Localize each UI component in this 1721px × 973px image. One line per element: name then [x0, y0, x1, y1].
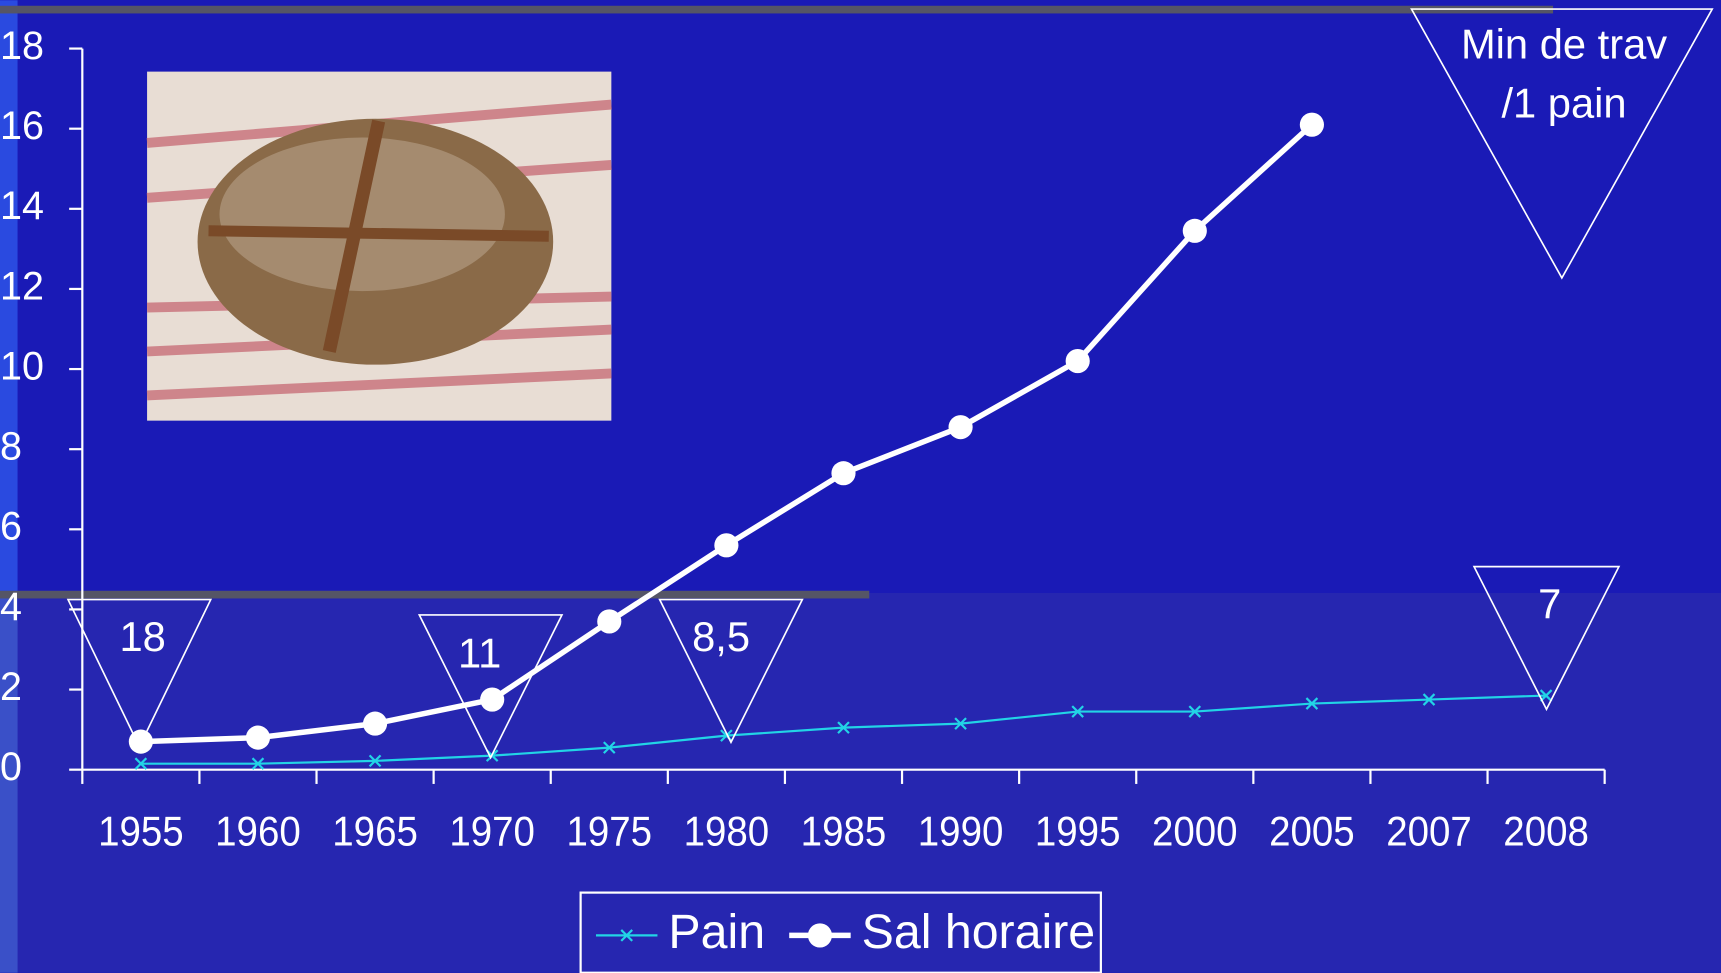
x-tick-label: 1955 — [98, 807, 184, 854]
legend-label: Sal horaire — [862, 905, 1095, 959]
y-tick-label: 18 — [0, 24, 44, 68]
point — [949, 415, 973, 439]
annotation-text: Min de trav — [1461, 20, 1667, 67]
x-tick-label: 1990 — [918, 807, 1004, 854]
point — [1300, 113, 1324, 137]
x-tick-label: 2005 — [1269, 807, 1355, 854]
annotation-text: 18 — [119, 613, 165, 660]
point — [363, 712, 387, 736]
point — [597, 609, 621, 633]
point — [1183, 219, 1207, 243]
chart: 0 2 4 6 8 10 12 14 16 18 1955 1960 1965 1970 1975 1980 1… — [0, 0, 1721, 973]
x-tick-label: 2007 — [1386, 807, 1472, 854]
y-tick-label: 6 — [0, 505, 22, 549]
point — [480, 687, 504, 711]
annotation-text: 11 — [458, 630, 501, 677]
x-tick-label: 1960 — [215, 807, 301, 854]
x-tick-label: 1980 — [684, 807, 770, 854]
y-tick-label: 12 — [0, 264, 44, 308]
y-tick-label: 2 — [0, 665, 22, 709]
y-tick-label: 10 — [0, 344, 44, 388]
x-tick-label: 1995 — [1035, 807, 1121, 854]
point — [831, 461, 855, 485]
y-tick-label: 8 — [0, 425, 22, 469]
decor-bar — [0, 591, 869, 599]
x-tick-label: 2008 — [1503, 807, 1589, 854]
x-tick-label: 1975 — [566, 807, 652, 854]
point — [714, 533, 738, 557]
legend-label: Pain — [668, 905, 765, 959]
y-tick-label: 16 — [0, 104, 44, 148]
x-tick-label: 1965 — [332, 807, 418, 854]
y-tick-label: 14 — [0, 184, 44, 228]
y-tick-label: 0 — [0, 745, 22, 789]
annotation-text: 7 — [1538, 580, 1561, 627]
bread-photo — [147, 72, 611, 421]
legend-marker — [808, 923, 832, 947]
point — [246, 726, 270, 750]
background-bottom — [0, 593, 1721, 973]
x-tick-label: 1970 — [449, 807, 535, 854]
point — [1066, 349, 1090, 373]
x-tick-label: 2000 — [1152, 807, 1238, 854]
decor-bar — [0, 6, 1553, 14]
x-tick-label: 1985 — [801, 807, 887, 854]
annotation-text: /1 pain — [1501, 80, 1626, 127]
annotation-text: 8,5 — [692, 613, 750, 660]
y-tick-label: 4 — [0, 585, 22, 629]
